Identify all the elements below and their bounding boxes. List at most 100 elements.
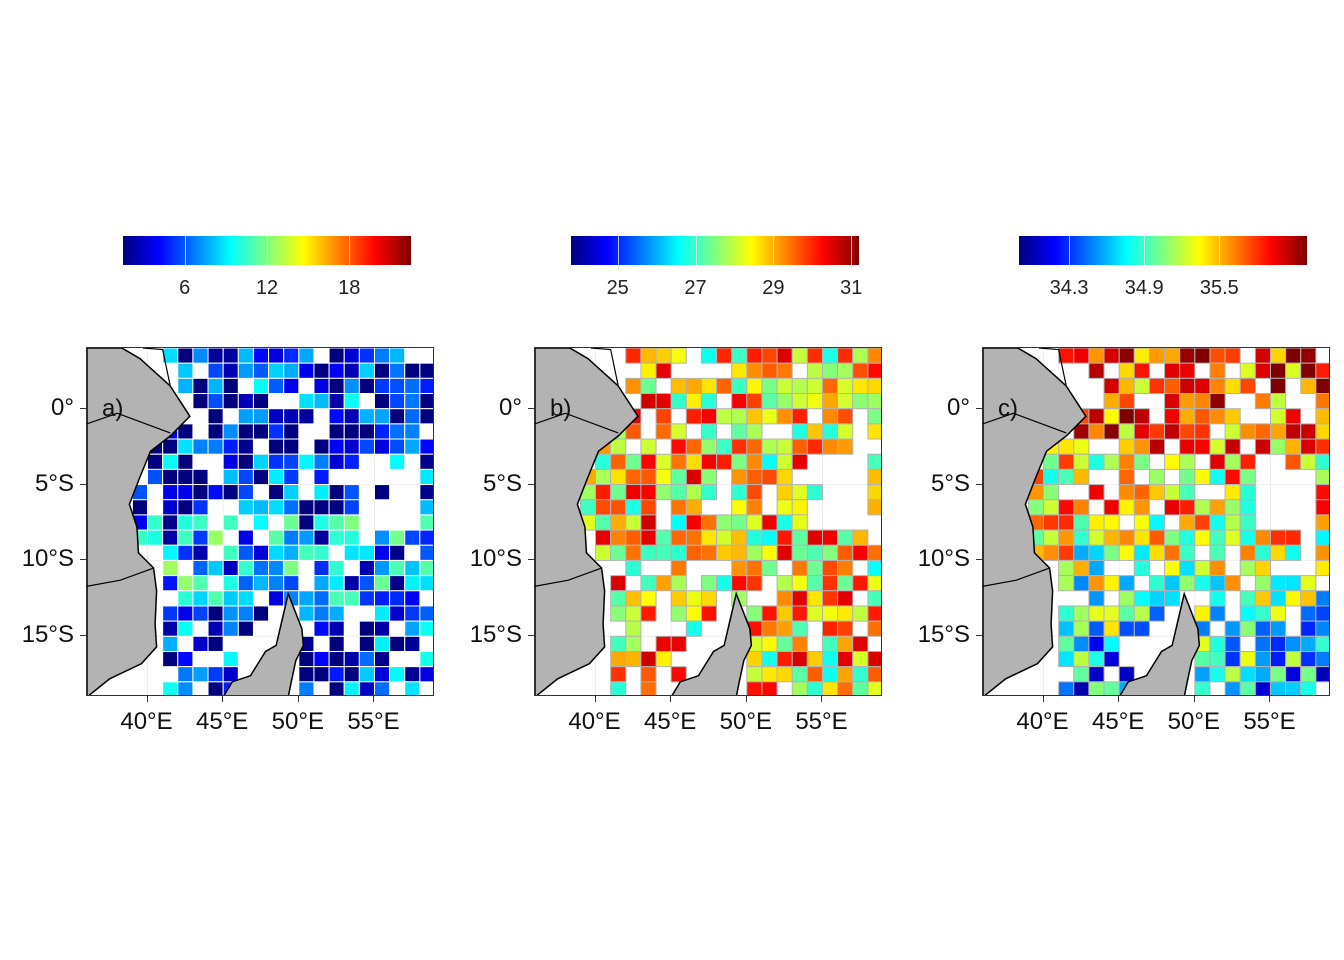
grid-cell (1133, 484, 1150, 501)
longitude-label: 55°E (347, 708, 400, 735)
grid-cell (821, 590, 839, 607)
grid-cell (343, 499, 360, 516)
grid-cell (1209, 666, 1226, 683)
colorbar-tick-label: 35.5 (1199, 277, 1239, 299)
grid-cell (761, 529, 778, 546)
grid-cell (837, 362, 854, 379)
grid-cell (298, 348, 315, 364)
grid-cell (821, 635, 839, 652)
grid-cell (1254, 393, 1271, 410)
grid-cell (1254, 559, 1271, 577)
grid-cell (298, 514, 315, 531)
grid-cell (1224, 514, 1241, 531)
grid-cell (1164, 499, 1181, 516)
grid-cell (595, 453, 612, 470)
grid-cell (162, 499, 179, 516)
grid-cell (1164, 377, 1181, 395)
grid-cell (358, 650, 375, 668)
grid-cell (1179, 377, 1196, 395)
grid-cell (716, 529, 733, 546)
grid-cell (1118, 438, 1135, 455)
grid-cell (776, 635, 793, 652)
grid-cell (373, 575, 391, 592)
grid-cell (313, 650, 330, 668)
grid-cell (1088, 681, 1105, 695)
grid-cell (867, 681, 881, 695)
grid-cell (328, 666, 345, 683)
latitude-tick (976, 635, 982, 637)
grid-cell (1209, 650, 1226, 668)
grid-cell (610, 529, 627, 546)
grid-cell (806, 362, 823, 379)
grid-cell (1103, 681, 1120, 695)
grid-cell (207, 348, 224, 364)
grid-cell (222, 438, 239, 455)
grid-cell (761, 514, 778, 531)
grid-cell (837, 438, 854, 455)
grid-cell (313, 438, 330, 455)
grid-cell (685, 377, 702, 395)
grid-cell (1209, 529, 1226, 546)
grid-cell (776, 666, 793, 683)
grid-cell (252, 362, 270, 379)
grid-cell (419, 499, 433, 516)
grid-cell (343, 393, 360, 410)
grid-cell (1103, 377, 1120, 395)
grid-cell (1088, 514, 1105, 531)
grid-cell (867, 408, 881, 425)
grid-cell (761, 544, 778, 561)
grid-cell (177, 499, 194, 516)
grid-cell (1179, 393, 1196, 410)
country-border (87, 567, 154, 587)
grid-cell (746, 468, 763, 486)
grid-cell (1315, 559, 1329, 577)
grid-cell (1118, 605, 1135, 622)
grid-cell (283, 575, 300, 592)
grid-cell (177, 650, 194, 668)
grid-cell (1194, 681, 1211, 695)
grid-cell (655, 348, 672, 364)
grid-cell (746, 544, 763, 561)
grid-cell (1315, 408, 1329, 425)
grid-cell (1269, 408, 1287, 425)
grid-cell (1239, 681, 1256, 695)
grid-cell (1224, 681, 1241, 695)
grid-cell (1315, 620, 1329, 637)
grid-cell (1133, 620, 1150, 637)
grid-cell (358, 575, 375, 592)
grid-cell (655, 650, 672, 668)
grid-cell (1179, 529, 1196, 546)
grid-cell (192, 635, 209, 652)
grid-cell (731, 438, 748, 455)
grid-cell (1209, 468, 1226, 486)
grid-cell (373, 438, 391, 455)
grid-cell (761, 453, 778, 470)
grid-cell (373, 544, 391, 561)
grid-cell (1118, 575, 1135, 592)
grid-cell (283, 529, 300, 546)
grid-cell (1133, 529, 1150, 546)
grid-cell (389, 590, 406, 607)
grid-cell (177, 666, 194, 683)
grid-cell (746, 681, 763, 695)
grid-cell (1118, 666, 1135, 683)
grid-cell (716, 575, 733, 592)
grid-cell (177, 620, 194, 637)
grid-cell (791, 393, 808, 410)
land-madagascar (223, 591, 305, 695)
grid-cell (1133, 453, 1150, 470)
grid-cell (746, 348, 763, 364)
grid-cell (1133, 514, 1150, 531)
grid-cell (1058, 453, 1075, 470)
grid-cell (1133, 590, 1150, 607)
grid-cell (207, 393, 224, 410)
grid-cell (252, 423, 270, 440)
grid-cell (328, 499, 345, 516)
latitude-label: 10°S (469, 545, 522, 573)
grid-cell (313, 377, 330, 395)
grid-cell (1254, 544, 1271, 561)
grid-cell (685, 408, 702, 425)
grid-cell (268, 468, 285, 486)
grid-cell (192, 499, 209, 516)
grid-cell (821, 438, 839, 455)
